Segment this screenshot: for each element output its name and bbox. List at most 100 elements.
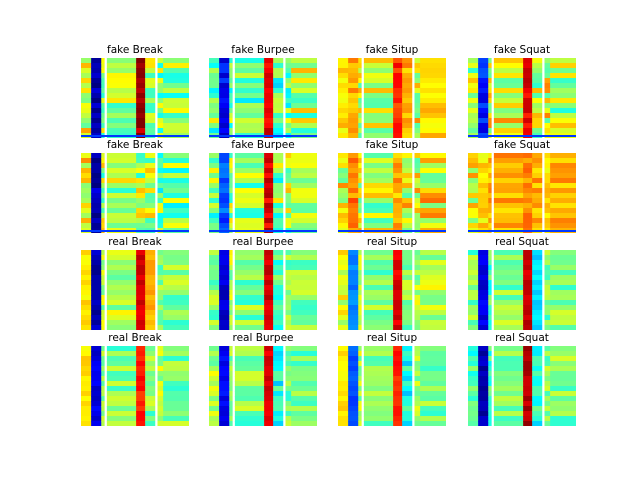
heatmap-cell	[145, 255, 156, 261]
heatmap-cell	[209, 361, 220, 367]
heatmap-cell	[393, 255, 403, 261]
heatmap-cell	[402, 265, 413, 271]
heatmap-cell	[106, 325, 137, 330]
heatmap-cell	[285, 223, 292, 229]
heatmap-cell	[402, 391, 413, 397]
heatmap-panel	[338, 153, 446, 233]
heatmap-cell	[136, 188, 146, 194]
heatmap-cell	[81, 193, 92, 199]
heatmap-cell	[285, 123, 292, 129]
heatmap-cell	[393, 83, 403, 89]
heatmap-cell	[234, 88, 265, 94]
heatmap-cell	[363, 411, 394, 417]
heatmap-cell	[348, 178, 359, 184]
heatmap-cell	[523, 275, 533, 281]
heatmap-cell	[234, 391, 265, 397]
heatmap-cell	[81, 416, 92, 422]
heatmap-cell	[136, 346, 146, 352]
heatmap-cell	[493, 83, 524, 89]
heatmap-cell	[544, 295, 551, 301]
heatmap-cell	[523, 173, 533, 179]
heatmap-cell	[523, 168, 533, 174]
heatmap-cell	[348, 133, 359, 138]
heatmap-cell	[550, 83, 576, 89]
heatmap-cell	[229, 103, 234, 109]
heatmap-cell	[544, 381, 551, 387]
heatmap-cell	[234, 320, 265, 326]
heatmap-cell	[81, 203, 92, 209]
heatmap-cell	[550, 123, 576, 129]
heatmap-cell	[358, 381, 363, 387]
heatmap-cell	[291, 406, 317, 412]
heatmap-cell	[219, 295, 230, 301]
heatmap-cell	[523, 285, 533, 291]
heatmap-cell	[285, 315, 292, 321]
heatmap-cell	[285, 73, 292, 79]
heatmap-cell	[550, 421, 576, 426]
heatmap-cell	[81, 396, 92, 402]
heatmap-cell	[402, 223, 413, 229]
heatmap-cell	[101, 213, 106, 219]
heatmap-cell	[420, 411, 446, 417]
heatmap-cell	[291, 381, 317, 387]
heatmap-cell	[402, 325, 413, 330]
heatmap-cell	[264, 103, 274, 109]
heatmap-cell	[358, 406, 363, 412]
heatmap-cell	[468, 208, 479, 214]
heatmap-cell	[544, 411, 551, 417]
channel-divider	[104, 346, 107, 426]
heatmap-cell	[145, 188, 156, 194]
heatmap-cell	[106, 366, 137, 372]
heatmap-cell	[420, 280, 446, 286]
heatmap-cell	[532, 310, 543, 316]
heatmap-cell	[81, 260, 92, 266]
heatmap-cell	[264, 290, 274, 296]
heatmap-cell	[414, 381, 421, 387]
heatmap-cell	[229, 113, 234, 119]
heatmap-cell	[273, 366, 284, 372]
heatmap-cell	[358, 73, 363, 79]
heatmap-cell	[544, 290, 551, 296]
panel-title: real Situp	[366, 332, 418, 344]
heatmap-cell	[550, 203, 576, 209]
heatmap-cell	[291, 58, 317, 64]
heatmap-cell	[91, 285, 102, 291]
heatmap-cell	[285, 178, 292, 184]
heatmap-cell	[157, 265, 164, 271]
heatmap-cell	[136, 83, 146, 89]
heatmap-cell	[550, 300, 576, 306]
heatmap-cell	[209, 265, 220, 271]
heatmap-cell	[363, 203, 394, 209]
heatmap-cell	[544, 305, 551, 311]
heatmap-cell	[420, 68, 446, 74]
heatmap-cell	[402, 203, 413, 209]
heatmap-cell	[285, 396, 292, 402]
heatmap-cell	[358, 173, 363, 179]
heatmap-cell	[478, 158, 489, 164]
channel-divider	[491, 346, 494, 426]
heatmap-cell	[414, 118, 421, 124]
heatmap-cell	[136, 371, 146, 377]
heatmap-cell	[106, 300, 137, 306]
heatmap-cell	[523, 255, 533, 261]
heatmap-cell	[229, 93, 234, 99]
heatmap-cell	[91, 315, 102, 321]
heatmap-cell	[106, 163, 137, 169]
heatmap-cell	[523, 73, 533, 79]
heatmap-cell	[91, 118, 102, 124]
heatmap-cell	[234, 421, 265, 426]
heatmap-cell	[402, 133, 413, 138]
heatmap-cell	[532, 98, 543, 104]
heatmap-cell	[145, 93, 156, 99]
heatmap-cell	[163, 305, 189, 311]
heatmap-cell	[544, 118, 551, 124]
heatmap-cell	[338, 98, 349, 104]
heatmap-cell	[209, 270, 220, 276]
heatmap-cell	[157, 203, 164, 209]
heatmap-cell	[229, 396, 234, 402]
heatmap-cell	[402, 366, 413, 372]
heatmap-cell	[291, 83, 317, 89]
heatmap-cell	[229, 280, 234, 286]
heatmap-cell	[101, 270, 106, 276]
heatmap-cell	[101, 188, 106, 194]
